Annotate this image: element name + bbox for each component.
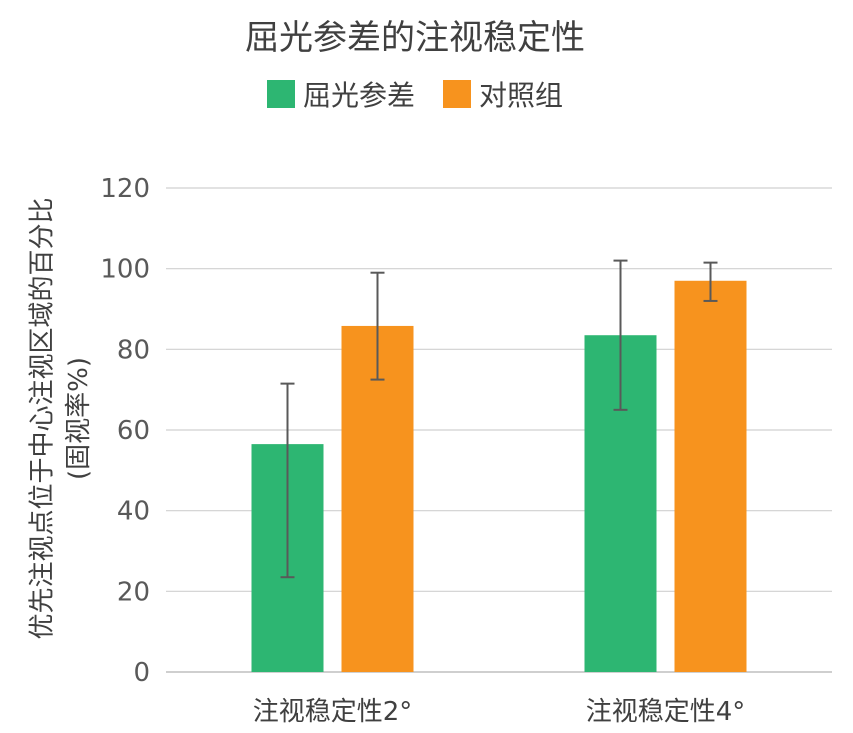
bar [674,280,747,672]
legend-swatch-series-2 [443,80,471,108]
x-category-label: 注视稳定性2° [253,697,413,727]
x-category-label: 注视稳定性4° [586,697,746,727]
y-tick-label: 100 [100,255,150,285]
chart-title: 屈光参差的注视稳定性 [245,18,585,58]
y-tick-label: 60 [117,416,150,446]
legend-label-series-1: 屈光参差 [302,79,415,112]
legend-item-series-2: 对照组 [443,74,563,114]
y-tick-label: 20 [117,577,150,607]
y-tick-label: 120 [100,174,150,204]
legend-item-series-1: 屈光参差 [266,74,415,114]
bar [341,325,414,672]
legend-label-series-2: 对照组 [479,79,564,112]
legend: 屈光参差 对照组 [0,74,830,114]
y-tick-label: 80 [117,335,150,365]
legend-swatch-series-1 [266,80,295,108]
y-tick-label: 0 [133,658,150,688]
y-tick-label: 40 [117,497,150,527]
